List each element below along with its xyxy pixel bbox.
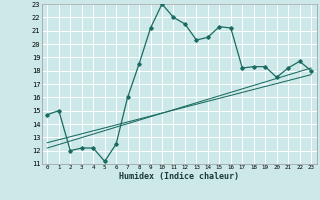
X-axis label: Humidex (Indice chaleur): Humidex (Indice chaleur) bbox=[119, 172, 239, 181]
